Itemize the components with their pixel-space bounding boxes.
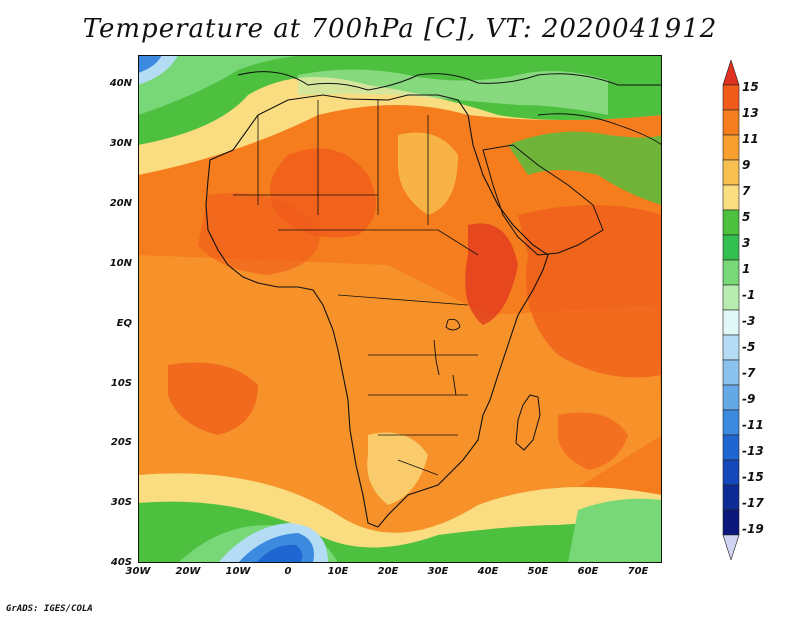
colorbar-label-neg5: -5: [742, 340, 756, 354]
map-frame: [138, 55, 662, 563]
country-borders: [233, 100, 479, 476]
lon-tick-10w: 10W: [225, 566, 251, 577]
colorbar-label-neg19: -19: [742, 522, 764, 536]
lon-tick-70e: 70E: [627, 566, 649, 577]
colorbar-segment: [722, 134, 740, 161]
colorbar-segment: [722, 434, 740, 461]
coastline-arabia: [482, 144, 604, 256]
field-hot-arabian-sea: [518, 205, 662, 378]
lon-tick-40e: 40E: [477, 566, 499, 577]
colorbar-label-neg17: -17: [742, 496, 764, 510]
lon-tick-20e: 20E: [377, 566, 399, 577]
field-hot-sahel: [198, 193, 320, 275]
colorbar-label-5: 5: [742, 210, 751, 224]
colorbar-label-7: 7: [742, 184, 751, 198]
colorbar-segment: [722, 459, 740, 486]
colorbar-label-13: 13: [742, 106, 759, 120]
color-bar: [722, 60, 740, 560]
colorbar-segment: [722, 209, 740, 236]
field-warm-southafrica: [367, 432, 428, 505]
lake-victoria: [445, 318, 461, 331]
colorbar-label-neg11: -11: [742, 418, 764, 432]
colorbar-segment: [722, 109, 740, 136]
colorbar-segment: [722, 84, 740, 111]
field-hot-southatlantic: [168, 362, 258, 435]
lon-tick-60e: 60E: [577, 566, 599, 577]
lat-tick-20s: 20S: [110, 437, 132, 448]
lat-tick-30n: 30N: [109, 138, 132, 149]
field-med-light: [298, 69, 608, 115]
lat-tick-10s: 10S: [110, 378, 132, 389]
field-arabia-green: [508, 131, 662, 205]
colorbar-label-neg7: -7: [742, 366, 756, 380]
grads-credit: GrADS: IGES/COLA: [6, 604, 93, 614]
field-hot-indian: [558, 412, 628, 470]
lat-tick-40n: 40N: [109, 78, 132, 89]
colorbar-label-neg15: -15: [742, 470, 764, 484]
map-title: Temperature at 700hPa [C], VT: 202004191…: [82, 14, 718, 44]
lon-tick-0: 0: [284, 566, 292, 577]
colorbar-segment: [722, 484, 740, 511]
colorbar-label-9: 9: [742, 158, 751, 172]
colorbar-segment: [722, 60, 740, 86]
colorbar-label-neg3: -3: [742, 314, 756, 328]
colorbar-segment: [722, 359, 740, 386]
lat-tick-eq: EQ: [116, 318, 132, 329]
lon-tick-50e: 50E: [527, 566, 549, 577]
field-north-lightgreen: [138, 55, 318, 115]
lat-tick-30s: 30S: [110, 497, 132, 508]
colorbar-label-3: 3: [742, 236, 751, 250]
lat-tick-10n: 10N: [109, 258, 132, 269]
lat-tick-20n: 20N: [109, 198, 132, 209]
colorbar-segment: [722, 259, 740, 286]
colorbar-label-neg13: -13: [742, 444, 764, 458]
lake-malawi: [452, 374, 457, 396]
field-south-colder: [256, 544, 303, 563]
field-sw-green: [568, 498, 662, 563]
colorbar-segment: [722, 384, 740, 411]
colorbar-segment: [722, 534, 740, 560]
lat-tick-40s: 40S: [110, 557, 132, 568]
field-hot-eastafrica: [465, 223, 518, 325]
colorbar-segment: [722, 409, 740, 436]
colorbar-segment: [722, 509, 740, 536]
colorbar-label-neg9: -9: [742, 392, 756, 406]
field-north-cold: [138, 55, 162, 73]
map-panel: [138, 55, 662, 563]
colorbar-segment: [722, 334, 740, 361]
colorbar-segment: [722, 159, 740, 186]
lon-tick-10e: 10E: [327, 566, 349, 577]
lon-tick-30w: 30W: [125, 566, 151, 577]
lon-tick-30e: 30E: [427, 566, 449, 577]
colorbar-label-neg1: -1: [742, 288, 756, 302]
colorbar-segment: [722, 309, 740, 336]
coastline-africa: [205, 94, 549, 528]
temperature-map: [138, 55, 662, 563]
colorbar-label-1: 1: [742, 262, 751, 276]
colorbar-label-11: 11: [742, 132, 759, 146]
colorbar-segment: [722, 234, 740, 261]
colorbar-label-15: 15: [742, 80, 759, 94]
coastline-europe: [237, 71, 662, 91]
coastline-madagascar: [515, 394, 541, 451]
lon-tick-20w: 20W: [175, 566, 201, 577]
lake-tanganyika: [433, 339, 440, 376]
colorbar-segment: [722, 284, 740, 311]
colorbar-segment: [722, 184, 740, 211]
coastline-asia: [537, 113, 662, 146]
